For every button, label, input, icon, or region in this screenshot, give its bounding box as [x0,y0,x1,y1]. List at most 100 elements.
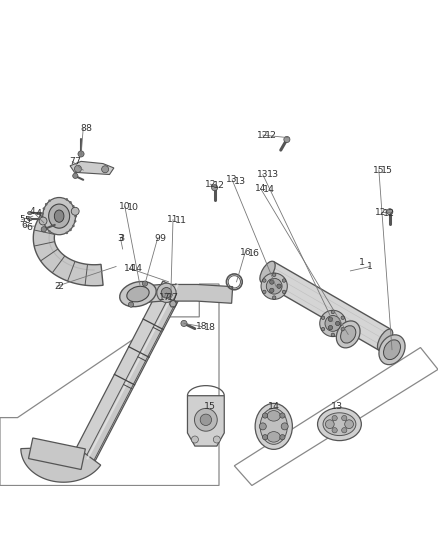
Circle shape [41,227,46,232]
Text: 12: 12 [257,131,268,140]
Text: 17: 17 [166,293,178,302]
Circle shape [332,416,337,421]
Circle shape [213,436,220,443]
Text: 15: 15 [204,402,216,411]
Circle shape [41,217,44,220]
Text: 9: 9 [160,233,166,243]
Text: 12: 12 [375,208,387,217]
Text: 12: 12 [383,209,395,219]
Circle shape [48,199,51,202]
Circle shape [332,427,337,433]
Circle shape [262,434,268,440]
Circle shape [280,434,285,440]
Text: 6: 6 [26,223,32,231]
Text: 17: 17 [159,293,170,302]
Circle shape [277,284,281,288]
Text: 13: 13 [257,170,268,179]
Ellipse shape [42,198,76,235]
Circle shape [142,281,148,286]
Circle shape [262,290,266,294]
Ellipse shape [54,210,64,222]
Text: 7: 7 [69,157,75,166]
Circle shape [45,203,48,206]
Circle shape [71,207,79,215]
Circle shape [346,422,352,427]
Circle shape [48,230,51,233]
Circle shape [321,327,325,331]
Ellipse shape [341,326,356,343]
Polygon shape [86,284,184,461]
Circle shape [128,302,134,307]
Text: 4: 4 [35,209,41,219]
Circle shape [78,151,84,157]
Ellipse shape [336,321,360,348]
Text: 1: 1 [367,262,373,271]
Text: 16: 16 [247,249,259,258]
Circle shape [170,301,176,307]
Circle shape [331,333,335,336]
Text: 12: 12 [205,180,216,189]
Text: 13: 13 [234,176,247,185]
Ellipse shape [267,432,280,442]
Circle shape [325,420,334,429]
Text: 15: 15 [373,166,385,175]
Circle shape [45,227,48,229]
Text: 2: 2 [57,282,63,290]
Text: 14: 14 [131,264,143,273]
Circle shape [327,422,332,427]
Circle shape [74,215,77,217]
Circle shape [261,273,287,300]
Circle shape [74,165,81,172]
Circle shape [262,413,268,418]
Circle shape [341,327,345,331]
Text: 14: 14 [124,264,135,273]
Circle shape [69,229,72,231]
Ellipse shape [127,286,149,302]
Circle shape [74,209,77,212]
Ellipse shape [120,281,156,306]
Circle shape [283,290,286,294]
Ellipse shape [323,413,356,435]
Circle shape [272,296,276,300]
Text: 10: 10 [127,203,139,212]
Circle shape [166,292,172,298]
Circle shape [328,326,333,330]
Circle shape [102,166,109,173]
Circle shape [336,321,340,326]
Circle shape [280,413,285,418]
Circle shape [321,316,325,319]
Text: 8: 8 [80,124,86,133]
Text: 14: 14 [263,185,275,195]
Text: 5: 5 [19,215,25,224]
Text: 11: 11 [167,215,179,224]
Polygon shape [21,448,101,482]
Text: 16: 16 [240,247,251,256]
Circle shape [181,320,187,327]
Circle shape [342,416,347,421]
Circle shape [331,310,335,314]
Circle shape [69,201,72,204]
Text: 13: 13 [267,170,279,179]
Circle shape [161,287,172,298]
Circle shape [266,278,282,294]
Circle shape [259,423,266,430]
Ellipse shape [267,410,280,421]
Text: 10: 10 [119,202,131,211]
Circle shape [194,408,217,431]
Ellipse shape [28,212,32,215]
Circle shape [42,207,45,210]
Circle shape [387,209,393,215]
Text: 2: 2 [54,282,60,290]
Ellipse shape [49,204,70,228]
Text: 14: 14 [268,402,280,411]
Circle shape [325,316,341,332]
Circle shape [42,222,45,225]
Polygon shape [73,281,183,464]
Ellipse shape [260,408,287,445]
Text: 8: 8 [85,124,92,133]
Ellipse shape [260,261,275,282]
Text: 5: 5 [24,216,30,225]
Ellipse shape [378,329,393,351]
Text: 18: 18 [204,324,215,332]
Text: 7: 7 [74,157,81,166]
